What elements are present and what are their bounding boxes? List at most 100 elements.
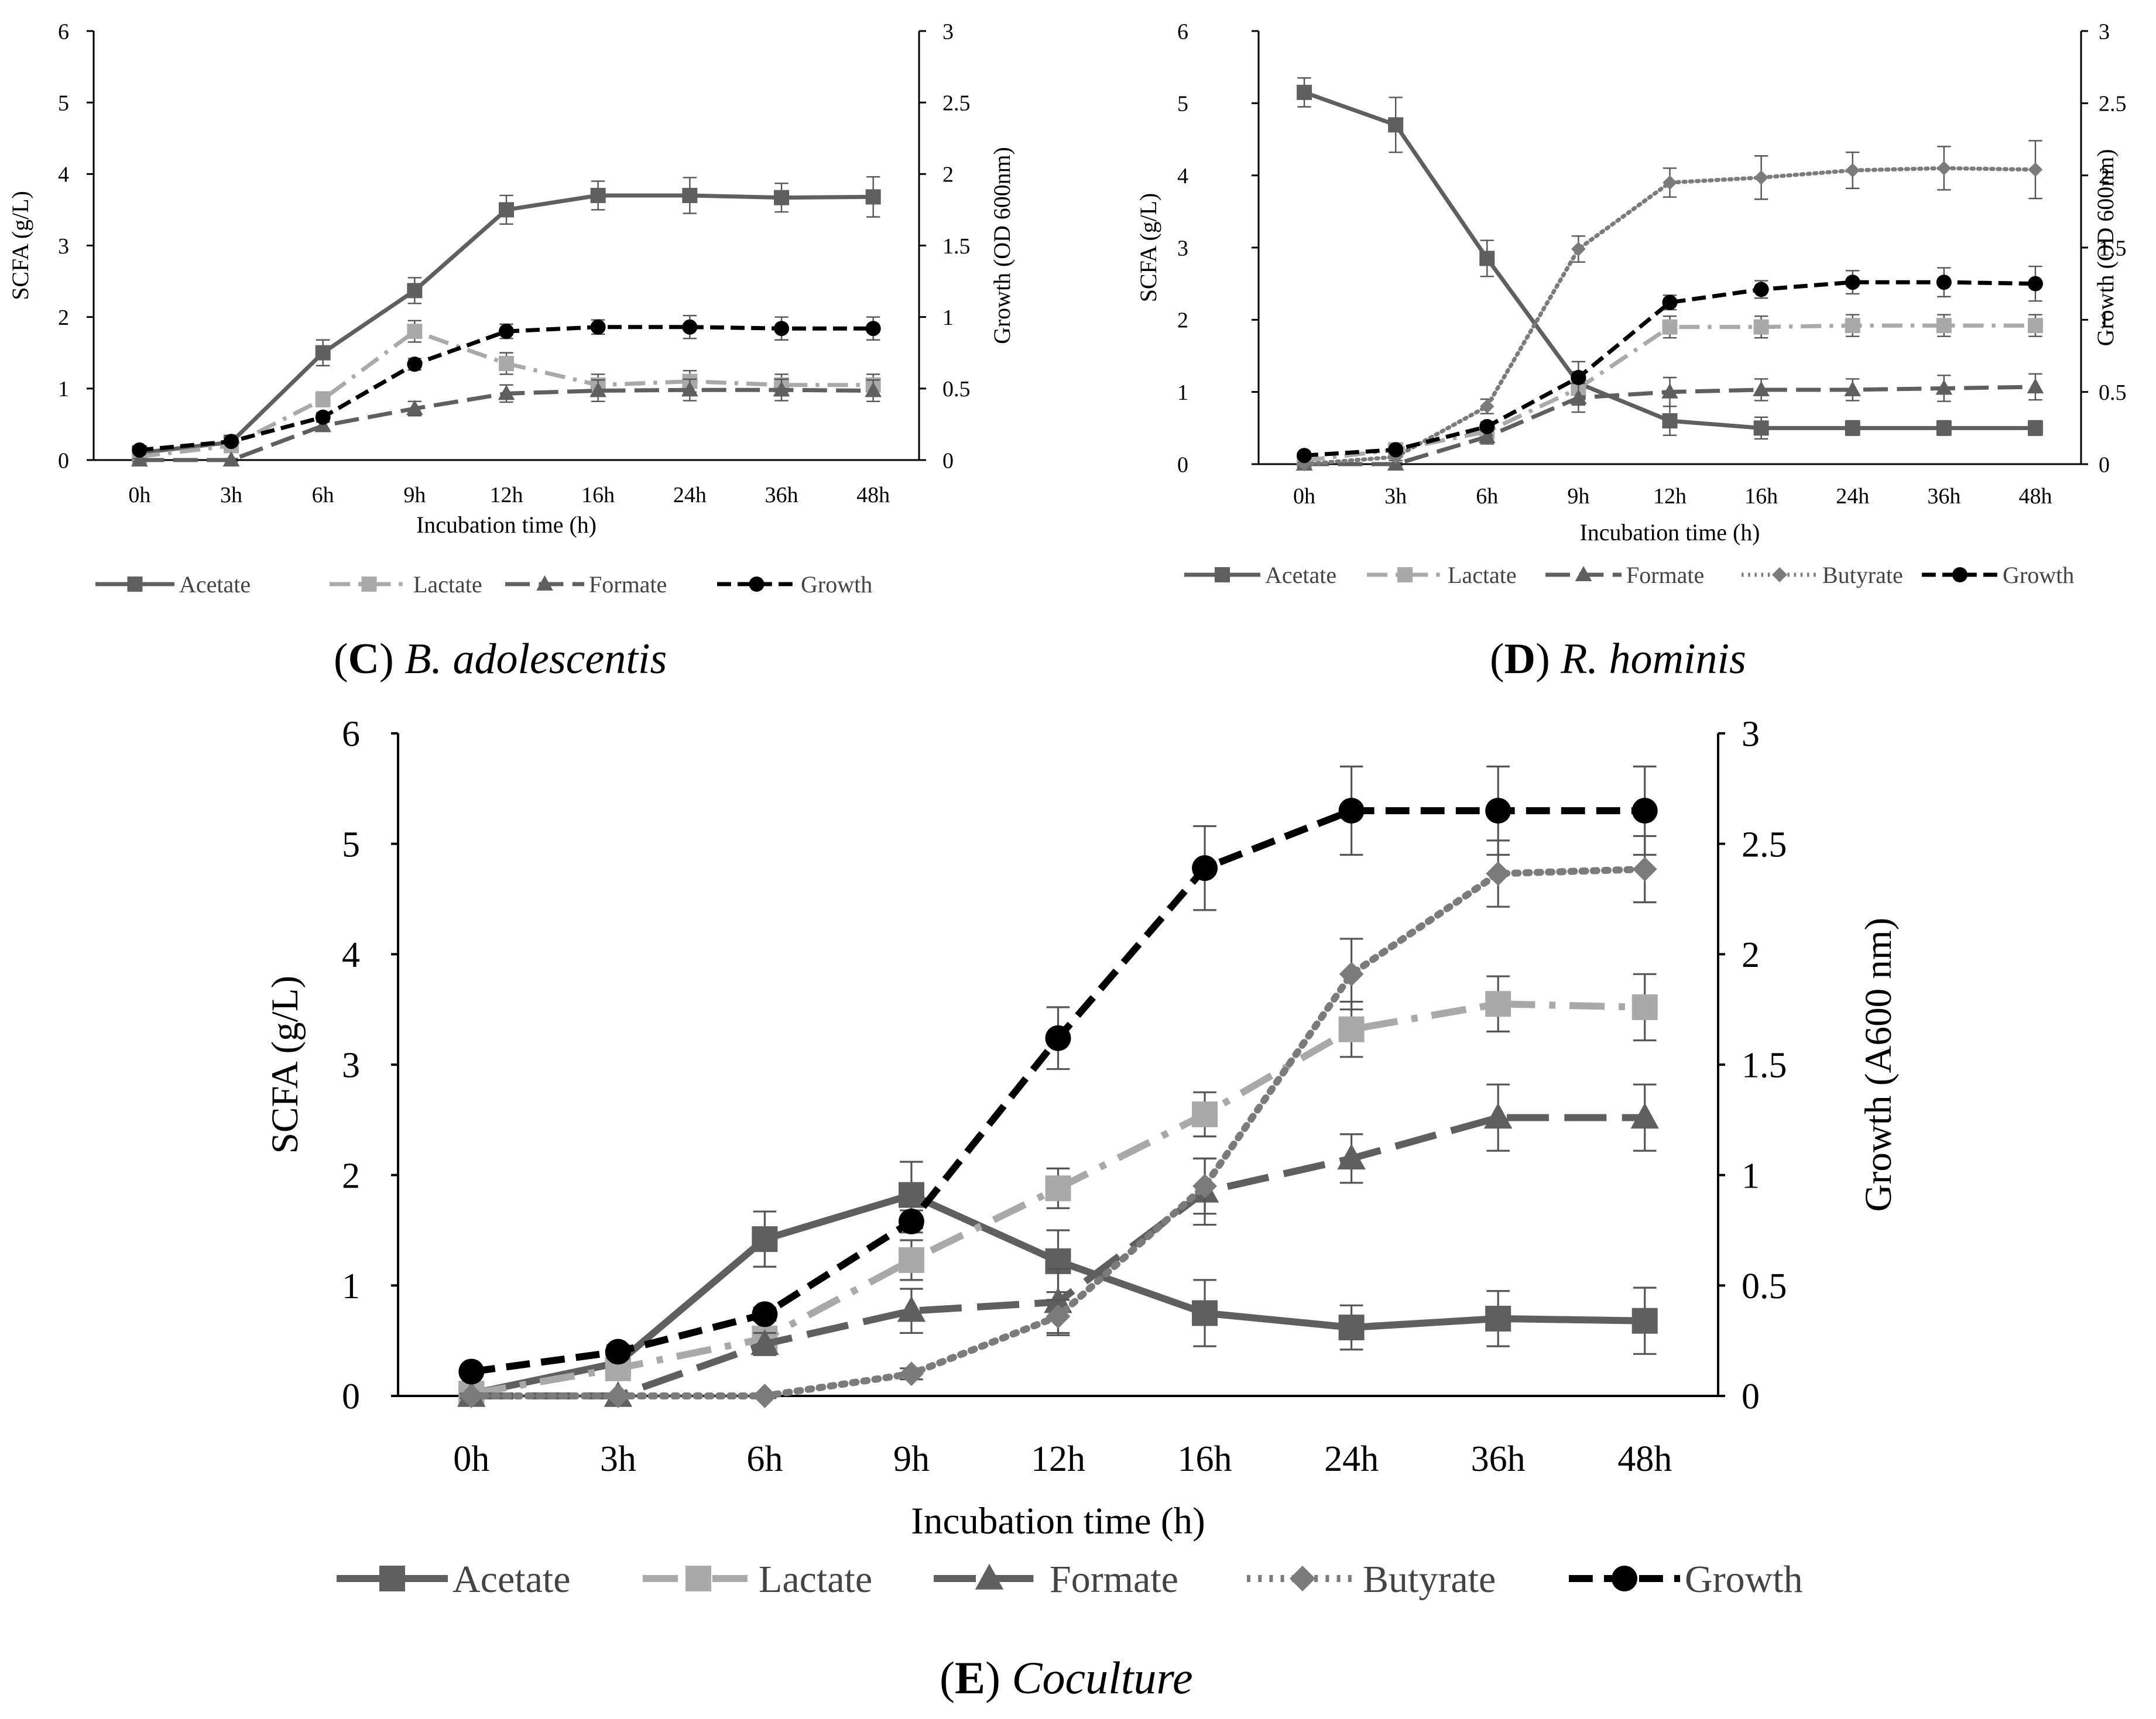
data-point xyxy=(1662,319,1678,335)
data-point xyxy=(750,1329,779,1356)
data-point xyxy=(1338,798,1365,824)
data-point xyxy=(1045,1175,1071,1202)
data-point xyxy=(1045,1025,1071,1051)
data-point xyxy=(774,190,789,205)
data-point xyxy=(1631,1308,1658,1334)
right-tick-label: 0 xyxy=(2099,452,2110,477)
data-point xyxy=(315,409,331,425)
data-point xyxy=(1753,381,1770,397)
data-point xyxy=(773,381,790,397)
x-tick-label: 24h xyxy=(1836,484,1869,509)
x-tick-label: 6h xyxy=(312,483,334,507)
legend-item-growth: Growth xyxy=(1569,1558,1803,1601)
x-tick-label: 16h xyxy=(1744,484,1778,509)
x-tick-label: 24h xyxy=(1324,1439,1379,1479)
legend-item-lactate: Lactate xyxy=(643,1558,872,1601)
data-point xyxy=(1192,1101,1218,1127)
legend-marker xyxy=(1397,567,1413,582)
data-point xyxy=(2027,378,2044,394)
x-tick-label: 6h xyxy=(1476,484,1498,509)
data-point xyxy=(898,1182,924,1208)
data-point xyxy=(605,1384,630,1408)
right-tick-label: 2.5 xyxy=(942,91,971,115)
x-tick-label: 36h xyxy=(765,483,798,507)
data-point xyxy=(1571,242,1586,256)
data-point xyxy=(1632,857,1657,881)
data-point xyxy=(1845,420,1860,436)
data-point xyxy=(1571,370,1586,385)
left-tick-label: 4 xyxy=(342,935,360,975)
data-point xyxy=(865,382,882,397)
data-point xyxy=(605,1339,631,1365)
legend-item-acetate: Acetate xyxy=(337,1558,571,1601)
right-tick-label: 3 xyxy=(1742,715,1760,754)
panel-c-chart: 0 1 2 3 4 5 6 0 0.5 1 1.5 2 2.5 3 0h 3h 6h 9h 12h 16h 24h 36h… xyxy=(7,19,1015,598)
data-point xyxy=(1936,160,1952,176)
data-point xyxy=(590,187,606,203)
series-line xyxy=(1304,280,2035,458)
data-point xyxy=(898,1247,924,1273)
legend-item-formate: Formate xyxy=(505,571,667,598)
left-tick-label: 3 xyxy=(1177,236,1188,260)
legend-item-formate: Formate xyxy=(934,1558,1178,1601)
left-tick-label: 2 xyxy=(1177,308,1188,333)
right-tick-label: 0.5 xyxy=(2099,380,2127,405)
y-axis-title: SCFA (g/L) xyxy=(1135,193,1161,303)
data-point xyxy=(1479,399,1495,414)
data-point xyxy=(315,392,331,407)
data-point xyxy=(1297,84,1312,100)
x-tick-label: 12h xyxy=(490,483,523,507)
right-tick-label: 1 xyxy=(1742,1156,1760,1196)
left-tick-label: 6 xyxy=(58,19,69,44)
series-formate xyxy=(131,378,882,467)
legend-marker xyxy=(127,577,143,592)
data-point xyxy=(1485,1305,1511,1332)
legend-marker xyxy=(361,577,377,592)
data-point xyxy=(1936,420,1952,436)
left-tick-label: 5 xyxy=(342,825,360,864)
data-point xyxy=(752,1384,777,1408)
data-point xyxy=(499,356,514,372)
data-point xyxy=(1631,798,1658,824)
data-point xyxy=(2027,420,2043,436)
data-point xyxy=(774,321,789,337)
x-tick-label: 0h xyxy=(1293,484,1315,509)
data-point xyxy=(1630,1103,1659,1129)
data-point xyxy=(407,356,423,372)
legend-marker xyxy=(1772,567,1787,582)
right-tick-label: 3 xyxy=(942,19,954,44)
legend-label: Formate xyxy=(1626,562,1704,588)
data-point xyxy=(1663,175,1677,190)
legend-item-acetate: Acetate xyxy=(95,571,251,598)
legend-marker xyxy=(536,575,553,591)
x-axis-title: Incubation time (h) xyxy=(416,512,597,538)
data-point xyxy=(1479,418,1495,434)
series-growth xyxy=(132,315,881,458)
data-point xyxy=(1485,991,1511,1017)
legend-marker xyxy=(1952,567,1968,582)
legend-label: Acetate xyxy=(179,571,251,598)
series-formate xyxy=(1295,373,2044,471)
data-point xyxy=(682,319,698,335)
right-tick-label: 3 xyxy=(2099,19,2110,44)
x-tick-label: 0h xyxy=(453,1439,489,1479)
left-tick-label: 4 xyxy=(58,163,69,187)
legend-item-growth: Growth xyxy=(1922,562,2074,588)
left-tick-label: 1 xyxy=(58,377,69,402)
right-tick-label: 0.5 xyxy=(1742,1267,1787,1306)
legend-item-lactate: Lactate xyxy=(330,571,482,598)
data-point xyxy=(224,434,239,450)
panel-e-caption: (E) Coculture xyxy=(940,1652,1193,1703)
left-tick-label: 0 xyxy=(1177,452,1188,477)
data-point xyxy=(1388,117,1404,133)
left-tick-label: 2 xyxy=(342,1156,360,1196)
x-tick-label: 9h xyxy=(1567,484,1589,509)
data-point xyxy=(1338,1016,1365,1042)
x-tick-label: 0h xyxy=(128,483,150,507)
legend-item-formate: Formate xyxy=(1545,562,1704,588)
left-tick-label: 5 xyxy=(1177,92,1188,116)
left-tick-label: 3 xyxy=(342,1046,360,1086)
x-tick-label: 16h xyxy=(1178,1439,1232,1479)
data-point xyxy=(1661,383,1678,399)
